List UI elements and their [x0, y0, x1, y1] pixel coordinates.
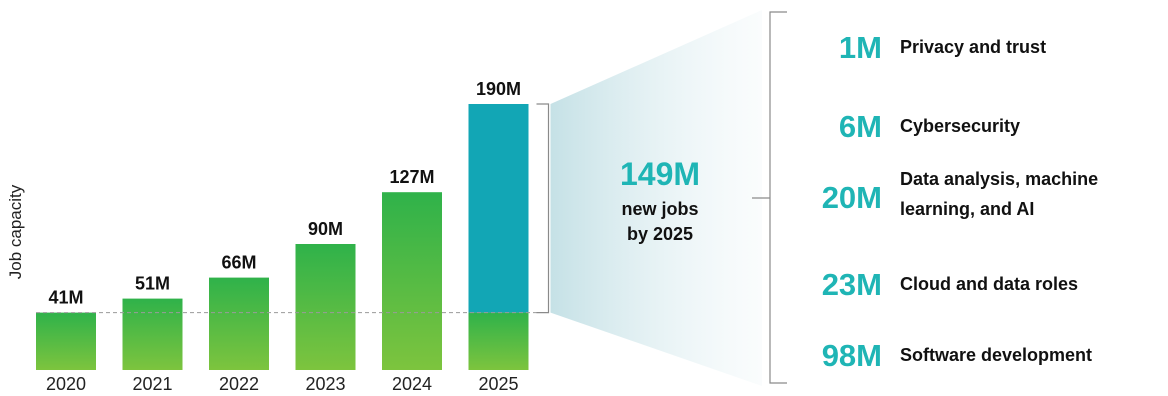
x-tick-label: 2021	[132, 374, 172, 394]
breakdown-value: 98M	[822, 338, 882, 373]
breakdown-label: Data analysis, machine	[900, 169, 1098, 189]
bar-2025-growth	[468, 104, 529, 313]
growth-bracket	[536, 103, 550, 314]
bar-2025-base	[468, 312, 529, 370]
bar-value-label: 127M	[389, 167, 434, 187]
total-caption-line1: new jobs	[621, 199, 698, 219]
bar-value-label: 66M	[221, 253, 256, 273]
bar-2023	[295, 244, 356, 370]
x-tick-label: 2020	[46, 374, 86, 394]
bar-2021	[122, 298, 183, 370]
x-tick-label: 2024	[392, 374, 432, 394]
breakdown-bracket	[769, 11, 787, 384]
bar-2020	[36, 312, 96, 370]
total-caption-line2: by 2025	[627, 224, 693, 244]
breakdown-value: 20M	[822, 180, 882, 215]
funnel-shape	[550, 10, 762, 386]
bar-value-label: 90M	[308, 219, 343, 239]
breakdown-label: Cybersecurity	[900, 116, 1020, 136]
bar-value-label: 190M	[476, 79, 521, 99]
bar-2022	[209, 277, 269, 370]
breakdown-label: Cloud and data roles	[900, 274, 1078, 294]
breakdown-value: 1M	[839, 30, 882, 65]
breakdown-value: 23M	[822, 267, 882, 302]
breakdown-label: Software development	[900, 345, 1092, 365]
breakdown-value: 6M	[839, 109, 882, 144]
total-value: 149M	[620, 156, 700, 192]
breakdown-label: Privacy and trust	[900, 37, 1046, 57]
x-tick-label: 2023	[305, 374, 345, 394]
bar-2024	[382, 192, 442, 370]
x-tick-label: 2025	[478, 374, 518, 394]
breakdown-label: learning, and AI	[900, 199, 1034, 219]
x-tick-label: 2022	[219, 374, 259, 394]
bar-value-label: 41M	[48, 288, 83, 308]
bar-value-label: 51M	[135, 274, 170, 294]
y-axis-label: Job capacity	[6, 184, 25, 279]
